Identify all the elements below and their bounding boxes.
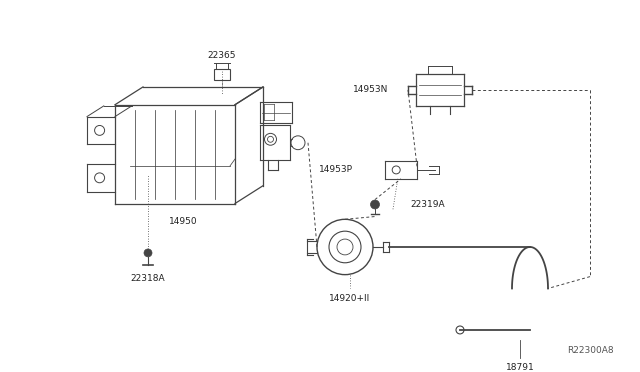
Text: 14953P: 14953P — [319, 166, 353, 174]
Circle shape — [144, 249, 152, 257]
Text: 22319A: 22319A — [410, 200, 445, 209]
Text: 14920+II: 14920+II — [330, 294, 371, 303]
Text: R22300A8: R22300A8 — [566, 346, 613, 355]
Circle shape — [371, 200, 380, 209]
Text: 14950: 14950 — [169, 217, 197, 226]
Text: 22365: 22365 — [207, 51, 236, 60]
Text: 14953N: 14953N — [353, 86, 388, 94]
Text: 22318A: 22318A — [131, 274, 165, 283]
Text: 18791: 18791 — [506, 363, 534, 372]
